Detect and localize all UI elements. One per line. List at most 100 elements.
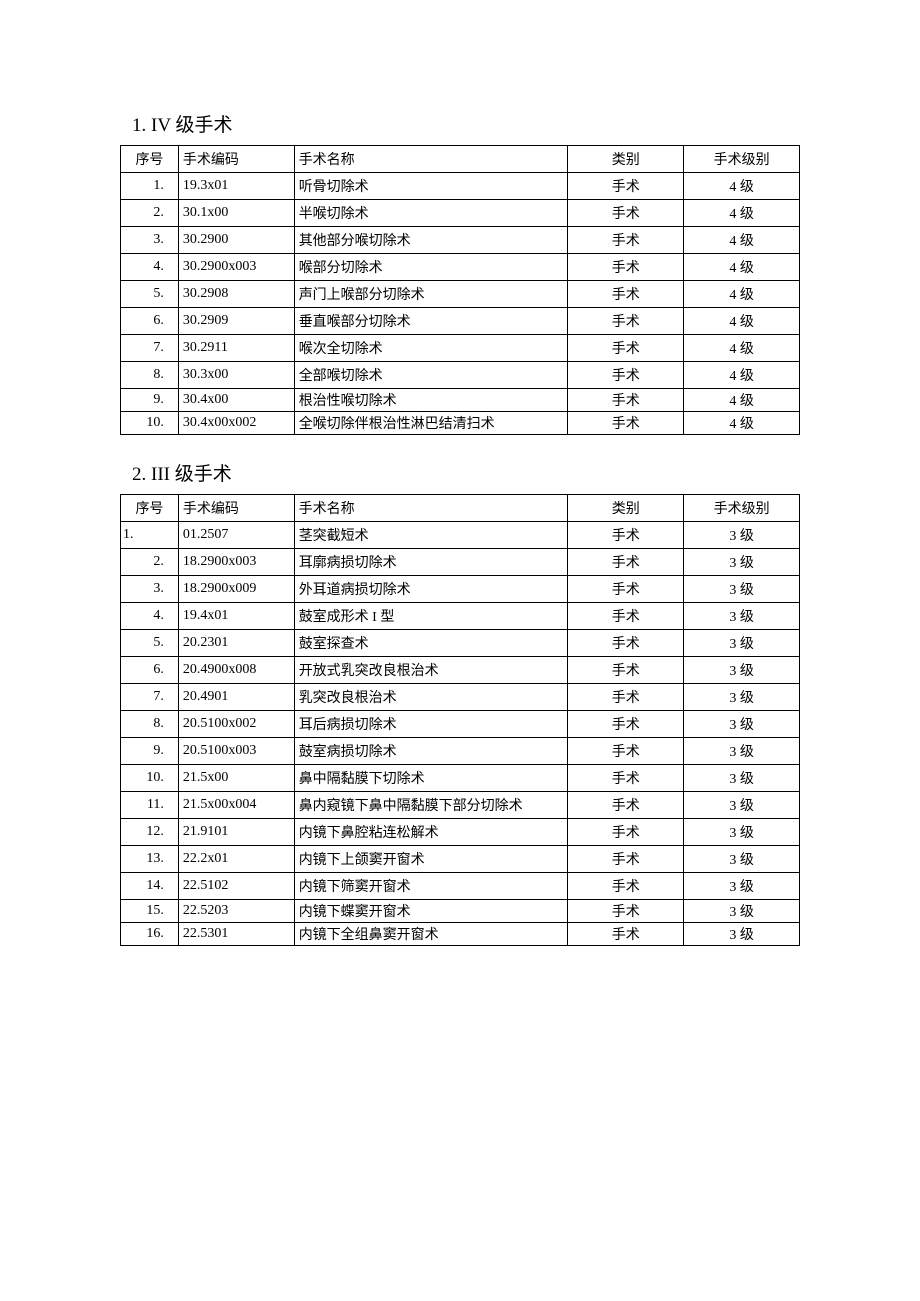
- table-cell-code: 30.2900x003: [178, 254, 294, 281]
- table-cell-seq: 15.: [121, 900, 179, 923]
- table-cell-code: 30.2909: [178, 308, 294, 335]
- table-cell-cat: 手术: [568, 765, 684, 792]
- table-cell-level: 3 级: [684, 792, 800, 819]
- table-row: 14.22.5102内镜下筛窦开窗术手术3 级: [121, 873, 800, 900]
- table-cell-cat: 手术: [568, 173, 684, 200]
- table-cell-code: 20.4901: [178, 684, 294, 711]
- table-row: 7.20.4901乳突改良根治术手术3 级: [121, 684, 800, 711]
- table-cell-level: 4 级: [684, 173, 800, 200]
- table-cell-level: 4 级: [684, 254, 800, 281]
- table-cell-code: 22.5102: [178, 873, 294, 900]
- table-cell-name: 鼓室成形术 I 型: [294, 603, 568, 630]
- table-cell-code: 30.2900: [178, 227, 294, 254]
- table-cell-name: 内镜下全组鼻窦开窗术: [294, 923, 568, 946]
- table-cell-code: 30.4x00x002: [178, 412, 294, 435]
- table-row: 8.20.5100x002耳后病损切除术手术3 级: [121, 711, 800, 738]
- table-cell-code: 30.4x00: [178, 389, 294, 412]
- table-row: 3.30.2900其他部分喉切除术手术4 级: [121, 227, 800, 254]
- table-cell-level: 4 级: [684, 412, 800, 435]
- table-row: 6.20.4900x008开放式乳突改良根治术手术3 级: [121, 657, 800, 684]
- table-cell-seq: 16.: [121, 923, 179, 946]
- table-row: 2.18.2900x003耳廓病损切除术手术3 级: [121, 549, 800, 576]
- table-cell-name: 听骨切除术: [294, 173, 568, 200]
- table-header-cell: 手术级别: [684, 495, 800, 522]
- table-cell-cat: 手术: [568, 308, 684, 335]
- table-cell-code: 01.2507: [178, 522, 294, 549]
- table-cell-cat: 手术: [568, 846, 684, 873]
- table-header-cell: 手术编码: [178, 146, 294, 173]
- table-cell-seq: 14.: [121, 873, 179, 900]
- table-header-cell: 手术级别: [684, 146, 800, 173]
- table-cell-name: 喉次全切除术: [294, 335, 568, 362]
- document-body: 1. IV 级手术序号手术编码手术名称类别手术级别1.19.3x01听骨切除术手…: [120, 110, 800, 946]
- table-cell-name: 内镜下蝶窦开窗术: [294, 900, 568, 923]
- table-header-cell: 类别: [568, 146, 684, 173]
- table-row: 3.18.2900x009外耳道病损切除术手术3 级: [121, 576, 800, 603]
- table-cell-level: 3 级: [684, 846, 800, 873]
- table-cell-level: 4 级: [684, 389, 800, 412]
- table-cell-code: 30.2908: [178, 281, 294, 308]
- table-cell-name: 鼻内窥镜下鼻中隔黏膜下部分切除术: [294, 792, 568, 819]
- table-row: 5.20.2301鼓室探查术手术3 级: [121, 630, 800, 657]
- table-cell-level: 3 级: [684, 684, 800, 711]
- table-header-row: 序号手术编码手术名称类别手术级别: [121, 495, 800, 522]
- table-row: 5.30.2908声门上喉部分切除术手术4 级: [121, 281, 800, 308]
- table-cell-level: 4 级: [684, 362, 800, 389]
- table-row: 11.21.5x00x004鼻内窥镜下鼻中隔黏膜下部分切除术手术3 级: [121, 792, 800, 819]
- table-cell-seq: 2.: [121, 200, 179, 227]
- table-row: 9.20.5100x003鼓室病损切除术手术3 级: [121, 738, 800, 765]
- table-cell-code: 20.4900x008: [178, 657, 294, 684]
- table-cell-code: 18.2900x003: [178, 549, 294, 576]
- table-cell-level: 3 级: [684, 900, 800, 923]
- table-cell-cat: 手术: [568, 711, 684, 738]
- table-cell-code: 21.5x00x004: [178, 792, 294, 819]
- table-row: 10.30.4x00x002全喉切除伴根治性淋巴结清扫术手术4 级: [121, 412, 800, 435]
- table-cell-name: 垂直喉部分切除术: [294, 308, 568, 335]
- table-cell-cat: 手术: [568, 873, 684, 900]
- section-title: 1. IV 级手术: [120, 110, 800, 137]
- table-row: 15.22.5203内镜下蝶窦开窗术手术3 级: [121, 900, 800, 923]
- table-cell-code: 20.5100x002: [178, 711, 294, 738]
- table-header-cell: 手术编码: [178, 495, 294, 522]
- table-cell-cat: 手术: [568, 900, 684, 923]
- table-cell-name: 根治性喉切除术: [294, 389, 568, 412]
- table-cell-seq: 2.: [121, 549, 179, 576]
- table-cell-name: 耳廓病损切除术: [294, 549, 568, 576]
- table-row: 4.30.2900x003喉部分切除术手术4 级: [121, 254, 800, 281]
- table-cell-level: 3 级: [684, 549, 800, 576]
- table-cell-seq: 9.: [121, 738, 179, 765]
- table-cell-seq: 3.: [121, 576, 179, 603]
- table-cell-seq: 11.: [121, 792, 179, 819]
- table-cell-seq: 7.: [121, 335, 179, 362]
- table-cell-cat: 手术: [568, 281, 684, 308]
- table-cell-seq: 8.: [121, 362, 179, 389]
- table-cell-name: 鼓室病损切除术: [294, 738, 568, 765]
- table-header-cell: 序号: [121, 495, 179, 522]
- table-row: 2.30.1x00半喉切除术手术4 级: [121, 200, 800, 227]
- table-cell-name: 鼓室探查术: [294, 630, 568, 657]
- surgery-table: 序号手术编码手术名称类别手术级别1.19.3x01听骨切除术手术4 级2.30.…: [120, 145, 800, 435]
- table-cell-level: 3 级: [684, 765, 800, 792]
- table-header-row: 序号手术编码手术名称类别手术级别: [121, 146, 800, 173]
- table-cell-cat: 手术: [568, 819, 684, 846]
- table-cell-seq: 10.: [121, 765, 179, 792]
- table-cell-seq: 8.: [121, 711, 179, 738]
- table-cell-code: 30.1x00: [178, 200, 294, 227]
- table-cell-level: 3 级: [684, 711, 800, 738]
- table-cell-cat: 手术: [568, 738, 684, 765]
- table-header-cell: 手术名称: [294, 495, 568, 522]
- table-cell-cat: 手术: [568, 200, 684, 227]
- table-cell-name: 内镜下上颌窦开窗术: [294, 846, 568, 873]
- table-cell-seq: 1.: [121, 173, 179, 200]
- table-row: 6.30.2909垂直喉部分切除术手术4 级: [121, 308, 800, 335]
- table-cell-level: 3 级: [684, 630, 800, 657]
- table-cell-seq: 13.: [121, 846, 179, 873]
- table-cell-seq: 4.: [121, 603, 179, 630]
- table-cell-level: 3 级: [684, 923, 800, 946]
- table-cell-name: 外耳道病损切除术: [294, 576, 568, 603]
- table-cell-level: 4 级: [684, 335, 800, 362]
- table-cell-level: 3 级: [684, 522, 800, 549]
- table-cell-seq: 5.: [121, 281, 179, 308]
- table-header-cell: 类别: [568, 495, 684, 522]
- table-row: 13.22.2x01内镜下上颌窦开窗术手术3 级: [121, 846, 800, 873]
